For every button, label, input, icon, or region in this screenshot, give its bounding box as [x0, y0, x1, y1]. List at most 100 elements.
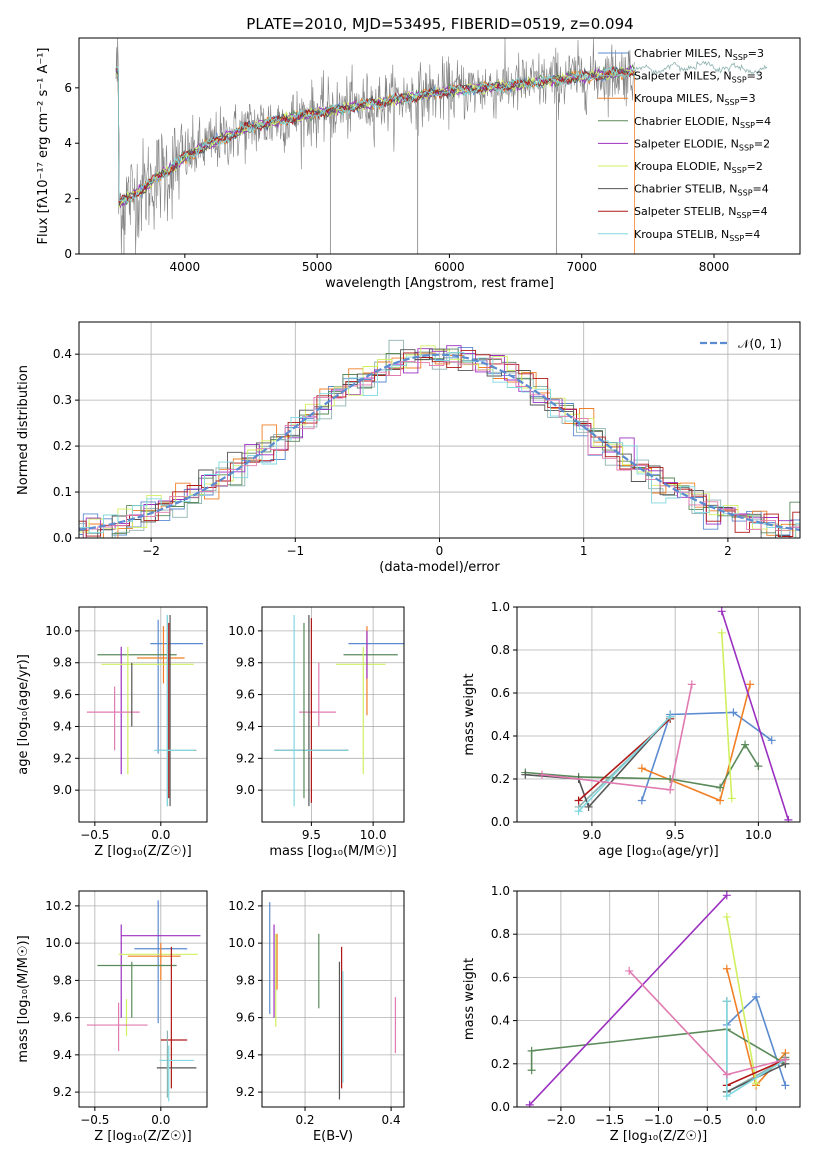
legend-subscript: SSP	[732, 166, 747, 175]
x-tick-label: 0.0	[151, 828, 170, 842]
weight-series-line	[726, 1058, 786, 1087]
weight-point-marker	[754, 762, 763, 771]
y-tick-label: 0.4	[491, 729, 510, 743]
y-tick-label: 9.2	[236, 751, 255, 765]
x-tick-label: 7000	[566, 260, 597, 274]
weight-point-marker	[717, 607, 726, 616]
y-tick-label: 9.4	[236, 719, 255, 733]
plot-area	[86, 900, 201, 1102]
weight-point-marker	[666, 785, 675, 794]
panel-mass-vs-Z: −0.5 0.0 9.2 9.4 9.6 9.8 10.0 10.2 Z [log₁₀(Z/Z☉…	[16, 890, 208, 1144]
weight-point-marker	[637, 764, 646, 773]
y-axis-label: mass [log₁₀(M/M☉)]	[16, 935, 31, 1062]
legend-entry: Kroupa MILES, NSSP=3	[634, 92, 756, 107]
x-tick-label: 10.0	[360, 828, 387, 842]
legend-subscript: SSP	[740, 121, 755, 130]
plots-group: 4000 5000 6000 7000 8000 0 2 4 6 wavelength [Angs…	[16, 37, 801, 1144]
residual-histogram	[79, 358, 800, 538]
y-tick-label: 0.4	[491, 1014, 510, 1028]
axes-frame	[78, 321, 801, 539]
y-tick-label: 6	[64, 81, 72, 95]
weight-point-marker	[781, 1081, 790, 1090]
weight-series-line	[641, 711, 773, 801]
normal-curve	[79, 353, 800, 531]
weight-point-marker	[781, 1055, 790, 1064]
residual-histogram	[79, 352, 800, 538]
legend-subscript: SSP	[732, 76, 747, 85]
legend-value: =3	[739, 92, 755, 105]
panel-spectrum: 4000 5000 6000 7000 8000 0 2 4 6 wavelength [Angs…	[36, 37, 801, 291]
weight-point-marker	[752, 992, 761, 1001]
y-tick-label: 0.8	[491, 643, 510, 657]
legend-label: Chabrier ELODIE, N	[634, 115, 740, 128]
panel-mass-vs-EBV: 0.2 0.4 9.2 9.4 9.6 9.8 10.0 10.2 E(B-V)	[228, 890, 405, 1144]
legend-label: Salpeter ELODIE, N	[634, 137, 739, 150]
y-axis-label: Normed distribution	[16, 365, 31, 495]
x-axis-label: wavelength [Angstrom, rest frame]	[325, 276, 554, 291]
legend-value: =3	[748, 47, 764, 60]
x-tick-label: 0.2	[295, 1113, 314, 1127]
legend-label: Salpeter MILES, N	[634, 70, 732, 83]
y-tick-label: 0.2	[53, 439, 72, 453]
plot-area	[521, 607, 793, 822]
weight-point-marker	[521, 770, 530, 779]
y-tick-label: 0.2	[491, 1057, 510, 1071]
weight-point-marker	[687, 680, 696, 689]
weight-point-marker	[717, 628, 726, 637]
y-tick-label: 0.2	[491, 772, 510, 786]
y-tick-label: 9.6	[236, 688, 255, 702]
weight-point-marker	[722, 964, 731, 973]
legend-entry: Salpeter ELODIE, NSSP=2	[634, 137, 770, 152]
y-axis-label: age [log₁₀(age/yr)]	[16, 654, 31, 775]
weight-point-marker	[527, 1046, 536, 1055]
y-axis-label: mass weight	[462, 958, 477, 1040]
residual-histogram	[79, 345, 800, 538]
axes-frame	[261, 606, 405, 823]
weight-series-line	[721, 611, 790, 821]
legend-entry: 𝒩(0, 1)	[738, 337, 782, 351]
model-spectrum-line	[115, 60, 768, 203]
panel-age-vs-Z: −0.5 0.0 9.0 9.2 9.4 9.6 9.8 10.0 Z [log₁₀(Z/Z☉)…	[16, 606, 208, 859]
weight-point-marker	[722, 891, 731, 900]
y-tick-label: 9.6	[236, 1011, 255, 1025]
y-tick-label: 9.2	[236, 1085, 255, 1099]
panel-age-vs-mass: 9.5 10.0 9.0 9.2 9.4 9.6 9.8 10.0 mass [log₁₀(M/…	[228, 606, 405, 859]
weight-point-marker	[752, 1079, 761, 1088]
plot-area	[79, 339, 800, 538]
y-tick-label: 9.4	[53, 719, 72, 733]
legend-value: =2	[747, 160, 763, 173]
y-tick-label: 9.4	[236, 1048, 255, 1062]
x-tick-label: 6000	[434, 260, 465, 274]
weight-point-marker	[716, 796, 725, 805]
y-tick-label: 4	[64, 136, 72, 150]
weight-point-marker	[537, 770, 546, 779]
weight-series-line	[525, 716, 671, 809]
axes-frame	[78, 37, 801, 255]
x-axis-label: E(B-V)	[313, 1129, 353, 1144]
y-tick-label: 2	[64, 192, 72, 206]
x-tick-label: 4000	[170, 260, 201, 274]
weight-point-marker	[574, 807, 583, 816]
legend-value: =4	[751, 205, 767, 218]
x-axis-label: (data-model)/error	[379, 560, 500, 575]
y-tick-label: 9.8	[53, 973, 72, 987]
y-tick-label: 0	[64, 247, 72, 261]
weight-point-marker	[722, 997, 731, 1006]
weight-point-marker	[525, 1100, 534, 1107]
axes-frame	[78, 606, 208, 823]
plot-area	[269, 902, 396, 1100]
residual-histogram	[79, 348, 800, 538]
legend-label: Chabrier MILES, N	[634, 47, 733, 60]
weight-series-line	[721, 632, 733, 799]
legend-subscript: SSP	[739, 143, 754, 152]
weight-series-line	[525, 743, 760, 789]
panel-weight-vs-Z: −2.0 −1.5 −1.0 −0.5 0.0 0.0 0.2 0.4 0.6 0.8 1.0 Z […	[462, 884, 801, 1144]
legend-entry: Chabrier ELODIE, NSSP=4	[634, 115, 771, 130]
y-tick-label: 10.0	[45, 624, 72, 638]
weight-point-marker	[746, 680, 755, 689]
legend-entry: Kroupa STELIB, NSSP=4	[634, 228, 760, 243]
weight-series-line	[541, 684, 693, 791]
x-tick-label: −0.5	[80, 1113, 109, 1127]
weight-series-line	[529, 894, 728, 1106]
